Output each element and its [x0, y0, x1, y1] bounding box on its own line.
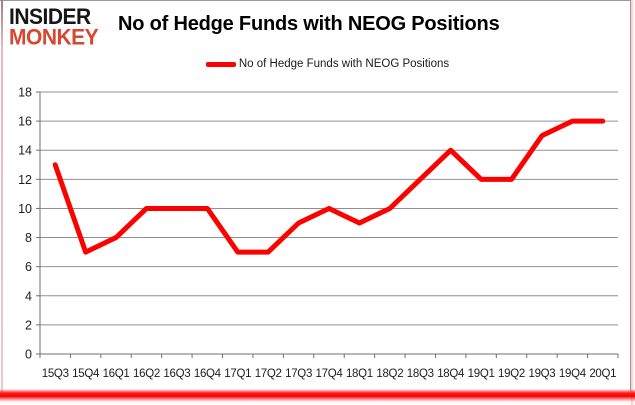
widget-border-right: [630, 0, 631, 392]
svg-text:10: 10: [18, 202, 32, 216]
svg-text:17Q3: 17Q3: [285, 368, 312, 380]
svg-text:4: 4: [25, 289, 32, 303]
svg-text:18Q4: 18Q4: [437, 368, 465, 380]
series-line: [52, 118, 606, 255]
svg-text:17Q2: 17Q2: [255, 368, 282, 380]
y-axis-labels: 0 2 4 6 8 10 12 14 16 18: [18, 86, 32, 362]
svg-text:19Q3: 19Q3: [528, 368, 555, 380]
svg-text:17Q4: 17Q4: [316, 368, 344, 380]
svg-text:18Q3: 18Q3: [407, 368, 434, 380]
svg-text:19Q2: 19Q2: [498, 368, 525, 380]
widget-border-top: [0, 0, 631, 1]
axes: [39, 92, 618, 355]
insider-monkey-logo: INSIDER MONKEY: [9, 5, 99, 50]
svg-text:16Q3: 16Q3: [163, 368, 190, 380]
logo-line-monkey: MONKEY: [9, 25, 99, 50]
svg-text:19Q1: 19Q1: [468, 368, 495, 380]
svg-text:18Q1: 18Q1: [346, 368, 373, 380]
svg-text:2: 2: [25, 318, 32, 332]
bottom-accent-bar: [0, 389, 635, 402]
svg-text:16Q2: 16Q2: [133, 368, 160, 380]
svg-text:0: 0: [25, 348, 32, 362]
svg-text:19Q4: 19Q4: [559, 368, 587, 380]
widget-right-shadow: [631, 0, 635, 405]
svg-text:18: 18: [18, 86, 32, 100]
svg-text:6: 6: [25, 260, 32, 274]
svg-text:16Q4: 16Q4: [194, 368, 222, 380]
x-axis-labels: 15Q3 15Q4 16Q1 16Q2 16Q3 16Q4 17Q1 17Q2 17Q3 17Q4…: [42, 368, 617, 380]
svg-text:17Q1: 17Q1: [224, 368, 251, 380]
svg-text:12: 12: [18, 173, 32, 187]
svg-text:14: 14: [18, 144, 32, 158]
chart-title: No of Hedge Funds with NEOG Positions: [118, 13, 500, 35]
axis-ticks: [36, 91, 619, 358]
svg-text:8: 8: [25, 231, 32, 245]
svg-text:20Q1: 20Q1: [589, 368, 616, 380]
svg-text:16: 16: [18, 115, 32, 129]
svg-text:18Q2: 18Q2: [376, 368, 403, 380]
legend-label: No of Hedge Funds with NEOG Positions: [238, 58, 450, 70]
legend: No of Hedge Funds with NEOG Positions: [37, 56, 618, 72]
legend-line-swatch: [205, 61, 236, 67]
logo-line-insider: INSIDER: [9, 5, 91, 30]
svg-text:16Q1: 16Q1: [103, 368, 130, 380]
widget-border-left: [1, 0, 3, 392]
svg-text:15Q4: 15Q4: [72, 368, 100, 380]
svg-text:15Q3: 15Q3: [42, 368, 69, 380]
